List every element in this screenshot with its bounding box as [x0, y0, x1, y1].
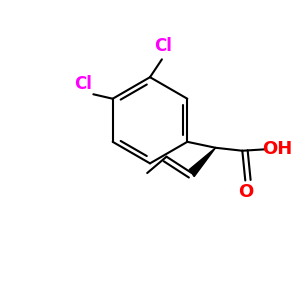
Text: Cl: Cl	[154, 37, 172, 55]
Polygon shape	[189, 148, 216, 177]
Text: Cl: Cl	[74, 75, 92, 93]
Text: OH: OH	[262, 140, 292, 158]
Text: O: O	[238, 183, 253, 201]
